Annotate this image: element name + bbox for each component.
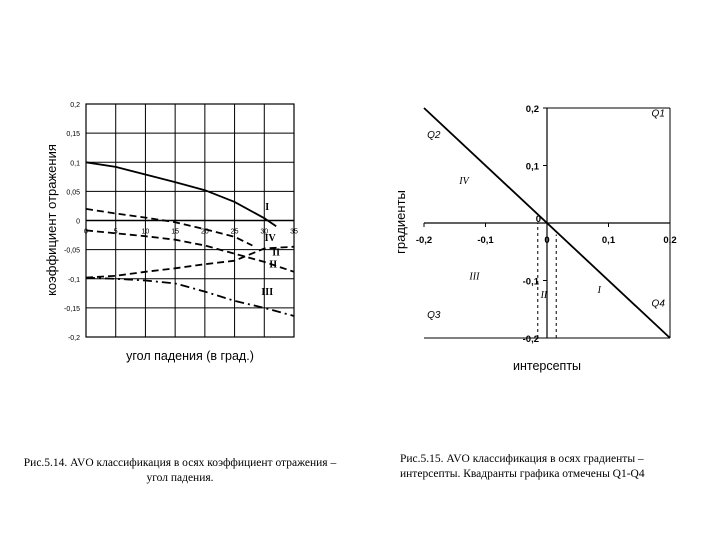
series-label-1: I [265, 202, 269, 213]
x-tick-label: -0,2 [416, 235, 432, 246]
quadrant-label-q3: Q3 [427, 310, 441, 321]
series-line-4 [85, 245, 295, 279]
x-tick-label: 30 [260, 229, 268, 236]
y-tick-label: -0,05 [64, 248, 80, 255]
y-axis-label: коэффициент отражения [44, 144, 59, 296]
series-line-3 [85, 229, 295, 273]
chart-reflection-vs-angle: 0 5 10 15 20 25 30 35 0,2 0,15 0,1 0,05 0 -0,05 -0,1 -0… [44, 102, 298, 363]
series-line-2 [85, 208, 253, 247]
chart-gradient-vs-intercept: -0,2 -0,1 0 0,1 0,2 0,2 0,1 -0,1 -0,2 0 Q1 Q2 Q3 Q4 IV… [393, 104, 677, 373]
y-tick-label: -0,1 [68, 277, 80, 284]
quadrant-label-q1: Q1 [652, 109, 665, 120]
class-label: II [540, 290, 548, 301]
y-tick-label: 0,1 [70, 160, 80, 167]
y-tick-label: -0,2 [68, 335, 80, 342]
x-tick-label: 15 [171, 229, 179, 236]
class-label: I [597, 285, 602, 296]
series-label-4: II [269, 260, 277, 271]
y-axis-label: градиенты [393, 190, 408, 254]
series-line-5 [85, 276, 295, 317]
series-label-2: IV [265, 233, 277, 244]
x-tick-label: 0,1 [602, 235, 616, 246]
origin-label: 0 [536, 214, 541, 225]
x-tick-label: 10 [142, 229, 150, 236]
quadrant-label-q2: Q2 [427, 130, 441, 141]
x-tick-label: 5 [114, 229, 118, 236]
x-axis-label: угол падения (в град.) [126, 349, 254, 363]
y-tick-label: 0,05 [66, 189, 80, 196]
series-label-5: III [261, 287, 273, 298]
y-tick-label: 0,15 [66, 131, 80, 138]
trend-line [423, 107, 671, 339]
series-line-1 [85, 161, 277, 228]
class-label: IV [458, 176, 470, 187]
y-tick-label: 0 [76, 219, 80, 226]
x-tick-label: 35 [290, 229, 298, 236]
figure-caption-5-14: Рис.5.14. AVO классификация в осях коэфф… [23, 457, 337, 484]
figure-caption-5-15: Рис.5.15. AVO классификация в осях гради… [400, 453, 645, 480]
class-label: III [468, 271, 480, 282]
y-tick-label: 0,1 [526, 162, 540, 173]
x-axis-label: интерсепты [513, 359, 581, 373]
y-tick-label: -0,1 [523, 277, 540, 288]
quadrant-label-q4: Q4 [652, 298, 666, 309]
y-tick-label: -0,2 [523, 334, 539, 345]
y-tick-label: 0,2 [526, 104, 539, 115]
x-tick-label: 0 [544, 235, 549, 246]
y-tick-label: -0,15 [64, 306, 80, 313]
series-label-3: II [272, 247, 280, 258]
x-tick-label: 25 [231, 229, 239, 236]
x-tick-label: -0,1 [477, 235, 494, 246]
y-tick-label: 0,2 [70, 102, 80, 109]
x-tick-label: 0 [84, 229, 88, 236]
x-tick-label: 0,2 [663, 235, 676, 246]
x-tick-label: 20 [201, 229, 209, 236]
